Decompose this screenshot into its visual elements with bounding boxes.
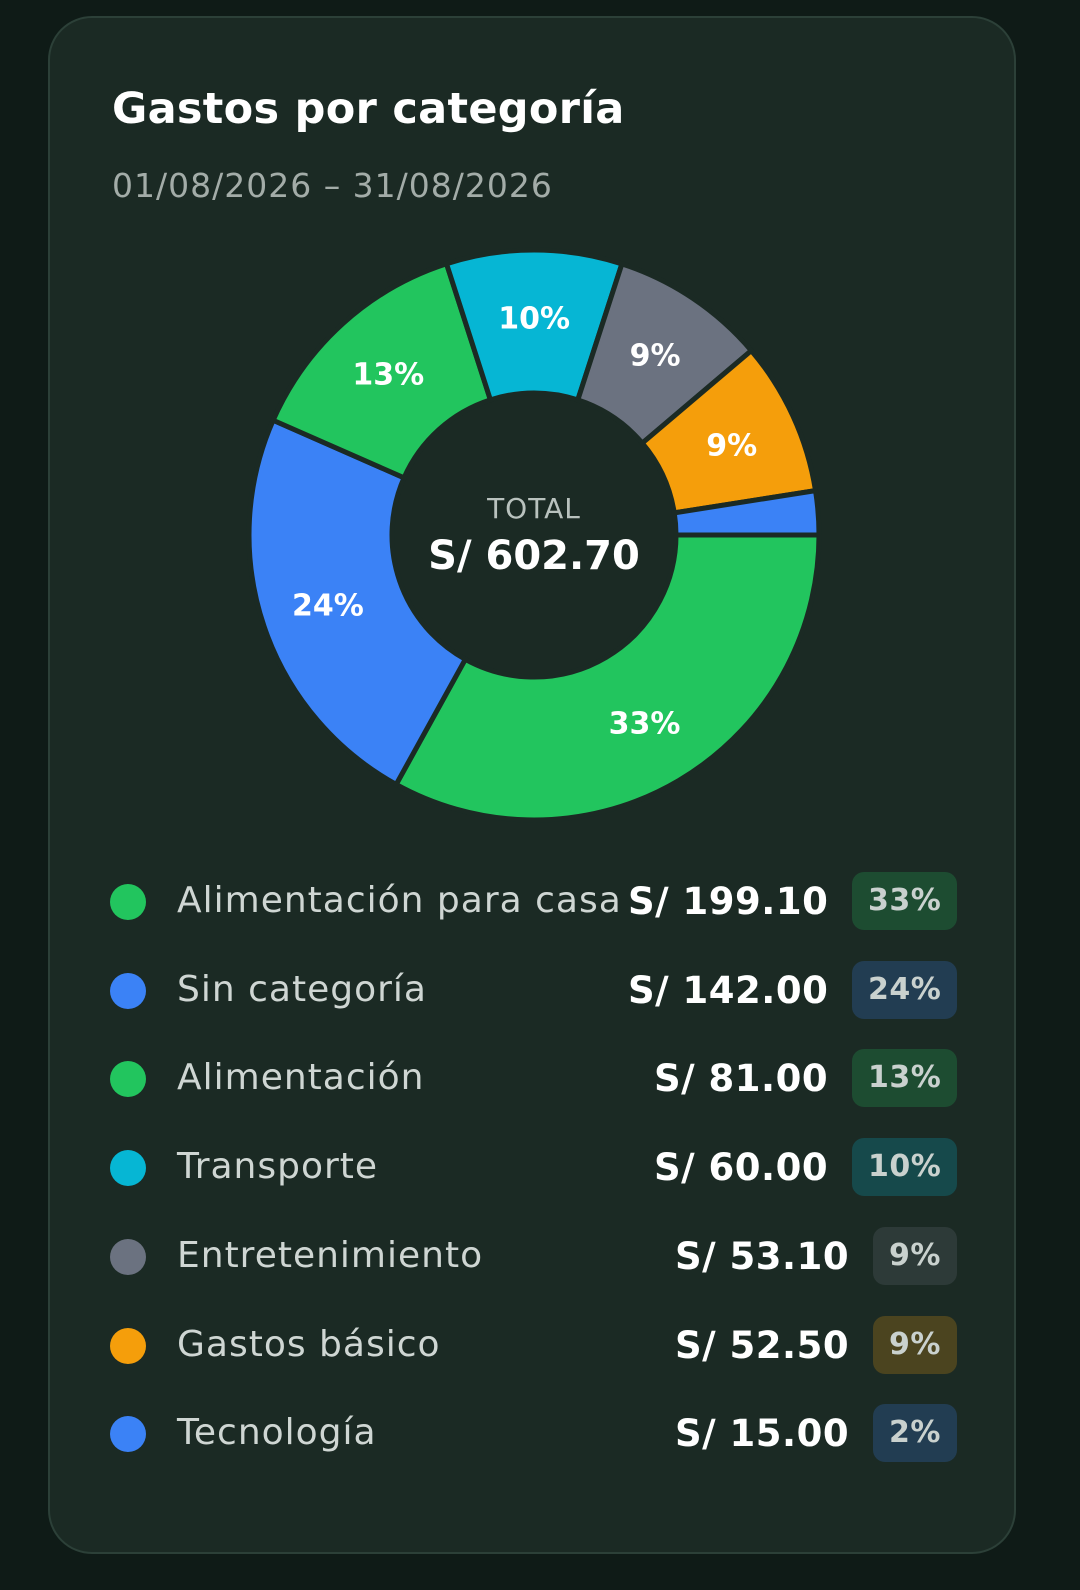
legend-color-dot <box>110 884 146 920</box>
legend-color-dot <box>110 1150 146 1187</box>
legend-row-1[interactable]: Sin categoría 24% S/ 142.00 <box>50 960 1018 1021</box>
legend-amount: S/ 60.00 <box>654 1146 829 1190</box>
legend-row-2[interactable]: Alimentación 13% S/ 81.00 <box>50 1049 1018 1109</box>
legend-color-dot <box>110 1327 146 1364</box>
legend-category-name: Tecnología <box>177 1412 377 1454</box>
legend-percent-badge: 9% <box>873 1226 957 1285</box>
legend-row-6[interactable]: Tecnología 2% S/ 15.00 <box>50 1404 1018 1464</box>
card-title: Gastos por categoría <box>112 84 625 134</box>
donut-slice-label-4: 9% <box>630 338 681 373</box>
legend-category-name: Alimentación <box>177 1057 425 1099</box>
donut-center-label: TOTAL <box>486 492 581 525</box>
legend-amount: S/ 142.00 <box>628 968 829 1012</box>
legend-amount: S/ 15.00 <box>675 1412 850 1456</box>
donut-slice-2[interactable] <box>269 260 494 482</box>
legend-percent-badge: 13% <box>852 1049 958 1108</box>
legend-color-dot <box>110 1061 146 1098</box>
legend-category-name: Gastos básico <box>177 1323 441 1365</box>
legend-category-name: Sin categoría <box>177 968 427 1010</box>
legend-percent-badge: 2% <box>873 1404 957 1463</box>
legend-category-name: Alimentación para casa <box>177 880 622 921</box>
legend-percent-badge: 9% <box>873 1315 957 1374</box>
donut-slice-label-0: 33% <box>609 706 681 741</box>
legend-category-name: Transporte <box>177 1146 379 1188</box>
donut-slice-0[interactable] <box>392 532 822 823</box>
legend-percent-badge: 33% <box>852 872 958 930</box>
legend-color-dot <box>110 972 146 1009</box>
legend-row-5[interactable]: Gastos básico 9% S/ 52.50 <box>50 1315 1018 1376</box>
donut-chart: 33% 24% 13% 10% 9% 9% TOTAL S/ 602.70 <box>246 247 822 823</box>
legend-row-0[interactable]: Alimentación para casa 33% S/ 199.10 <box>50 872 1018 932</box>
donut-slice-label-2: 13% <box>352 358 424 393</box>
date-range: 01/08/2026 – 31/08/2026 <box>112 166 553 205</box>
legend-percent-badge: 24% <box>852 960 958 1019</box>
legend-category-name: Entretenimiento <box>177 1234 484 1276</box>
donut-slice-label-1: 24% <box>292 589 364 624</box>
legend-amount: S/ 81.00 <box>654 1057 829 1101</box>
legend-color-dot <box>110 1238 146 1275</box>
legend-row-3[interactable]: Transporte 10% S/ 60.00 <box>50 1138 1018 1198</box>
legend-amount: S/ 52.50 <box>675 1323 850 1367</box>
donut-center-total: S/ 602.70 <box>428 533 640 579</box>
legend-amount: S/ 53.10 <box>675 1234 850 1278</box>
legend-row-4[interactable]: Entretenimiento 9% S/ 53.10 <box>50 1226 1018 1287</box>
donut-slice-label-3: 10% <box>498 302 570 337</box>
legend-color-dot <box>110 1416 146 1453</box>
legend-amount: S/ 199.10 <box>628 880 829 923</box>
expenses-by-category-card: Gastos por categoría 01/08/2026 – 31/08/… <box>48 16 1016 1554</box>
legend-percent-badge: 10% <box>852 1138 958 1197</box>
donut-slice-6[interactable] <box>671 487 822 538</box>
donut-slice-1[interactable] <box>246 416 469 788</box>
donut-slice-label-5: 9% <box>706 428 757 463</box>
